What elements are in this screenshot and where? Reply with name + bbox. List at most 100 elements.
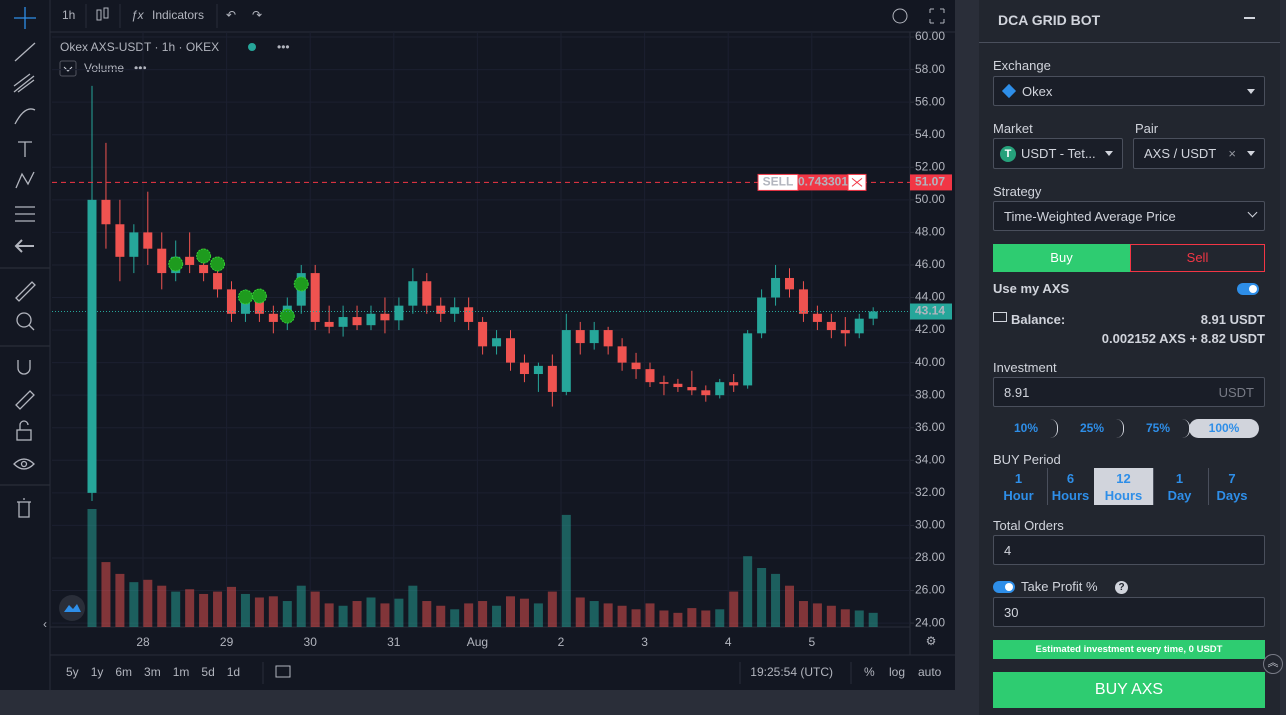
period-button[interactable]: 6 Hours: [1042, 468, 1100, 505]
volume-bar: [310, 591, 320, 627]
log-toggle[interactable]: log: [889, 665, 905, 679]
range-button[interactable]: 1m: [173, 665, 190, 679]
range-button[interactable]: 3m: [144, 665, 161, 679]
indicators-button[interactable]: Indicators: [152, 8, 204, 22]
take-profit-input[interactable]: 30: [993, 597, 1265, 627]
fib-tool[interactable]: [13, 73, 35, 93]
volume-bar: [464, 603, 474, 627]
axis-settings[interactable]: ⚙: [926, 634, 937, 648]
period-button[interactable]: 1 Hour: [990, 468, 1048, 505]
input-value: 8.91: [1004, 384, 1030, 400]
percent-divider: [1050, 419, 1058, 438]
candle-body: [199, 264, 209, 274]
candle-body: [673, 383, 683, 388]
investment-input[interactable]: 8.91 USDT: [993, 377, 1265, 407]
clear-button[interactable]: ×: [1228, 146, 1236, 161]
text-tool[interactable]: [18, 141, 32, 157]
candle-body: [422, 281, 432, 306]
range-button[interactable]: 1y: [91, 665, 104, 679]
pair-select[interactable]: AXS / USDT ×: [1133, 138, 1265, 169]
caret: [1247, 207, 1258, 218]
candle-body: [101, 199, 111, 225]
range-button[interactable]: 5d: [201, 665, 214, 679]
ruler-tool[interactable]: [15, 281, 36, 302]
zoom-tool[interactable]: [16, 312, 35, 331]
strategy-select[interactable]: Time-Weighted Average Price: [993, 201, 1265, 231]
visibility-tool[interactable]: [13, 458, 35, 470]
sell-tab[interactable]: Sell: [1130, 244, 1265, 272]
volume-bar: [547, 591, 557, 627]
y-tick-label: 44.00: [915, 290, 945, 304]
volume-bar: [729, 591, 739, 627]
use-my-toggle[interactable]: [1237, 283, 1259, 295]
buy-marker: [237, 289, 253, 305]
more-button[interactable]: •••: [277, 40, 290, 54]
candle-body: [408, 281, 418, 306]
crosshair-tool[interactable]: [14, 7, 36, 29]
y-tick-label: 38.00: [915, 387, 945, 401]
volume-bar: [701, 610, 711, 627]
field-label: Total Orders: [993, 518, 1064, 533]
percent-button[interactable]: 10%: [1013, 421, 1039, 435]
more-button[interactable]: •••: [134, 61, 147, 75]
exchange-select[interactable]: Okex: [993, 76, 1265, 106]
candle-body: [310, 273, 320, 322]
percent-toggle[interactable]: %: [864, 665, 875, 679]
candle-body: [213, 273, 223, 290]
percent-button[interactable]: 75%: [1145, 421, 1171, 435]
collapse-button[interactable]: [59, 60, 77, 77]
help-icon[interactable]: ?: [1115, 581, 1128, 594]
range-button[interactable]: 6m: [115, 665, 132, 679]
field-label: Take Profit %: [1021, 579, 1098, 594]
volume-bar: [87, 509, 97, 627]
prediction-tool[interactable]: [15, 206, 35, 222]
field-label: Investment: [993, 360, 1057, 375]
volume-bar: [687, 608, 697, 627]
brush-tool[interactable]: [14, 108, 36, 125]
date-range-button[interactable]: [275, 665, 291, 678]
balance-value: 8.91 USDT: [1200, 312, 1265, 327]
period-button[interactable]: 12 Hours: [1094, 468, 1154, 505]
submit-button[interactable]: BUY AXS: [993, 672, 1265, 708]
input-value: 4: [1004, 542, 1012, 558]
minimize-button[interactable]: [1244, 17, 1255, 19]
chart-style-button[interactable]: [96, 7, 109, 21]
pattern-tool[interactable]: [15, 171, 35, 189]
trendline-tool[interactable]: [14, 42, 36, 62]
lock-draw-tool[interactable]: [15, 390, 35, 410]
y-tick-label: 52.00: [915, 159, 945, 173]
settings-button[interactable]: [892, 8, 908, 24]
lock-tool[interactable]: [16, 420, 32, 441]
y-tick-label: 60.00: [915, 29, 945, 43]
sell-amount-box: [798, 174, 848, 191]
volume-bar: [868, 612, 878, 627]
buy-tab[interactable]: Buy: [993, 244, 1130, 272]
cancel-icon: [851, 178, 863, 187]
toolbar-toggle[interactable]: ‹: [43, 617, 47, 631]
interval-button[interactable]: 1h: [62, 8, 75, 22]
magnet-tool[interactable]: [17, 360, 31, 375]
percent-button[interactable]: 25%: [1079, 421, 1105, 435]
take-profit-toggle[interactable]: [993, 581, 1015, 593]
orders-input[interactable]: 4: [993, 535, 1265, 565]
period-button[interactable]: 1 Day: [1151, 468, 1209, 505]
auto-toggle[interactable]: auto: [918, 665, 942, 679]
scroll-top-button[interactable]: ︽: [1263, 654, 1283, 674]
market-select[interactable]: T USDT - Tet...: [993, 138, 1123, 169]
collapse-icon: [63, 66, 73, 72]
header-divider: [979, 42, 1280, 43]
back-tool[interactable]: [14, 239, 34, 253]
range-button[interactable]: 5y: [66, 665, 79, 679]
period-button[interactable]: 7 Days: [1203, 468, 1261, 505]
volume-bar: [129, 582, 139, 627]
fullscreen-button[interactable]: [929, 8, 945, 24]
redo-button[interactable]: ↷: [252, 8, 262, 22]
range-button[interactable]: 1d: [227, 665, 240, 679]
tether-icon: T: [1000, 145, 1016, 162]
undo-button[interactable]: ↶: [226, 8, 236, 22]
percent-button[interactable]: 100%: [1189, 419, 1259, 438]
delete-tool[interactable]: [17, 498, 31, 518]
y-tick-label: 50.00: [915, 192, 945, 206]
candle-body: [715, 382, 725, 396]
period-number: 1: [1014, 471, 1023, 486]
